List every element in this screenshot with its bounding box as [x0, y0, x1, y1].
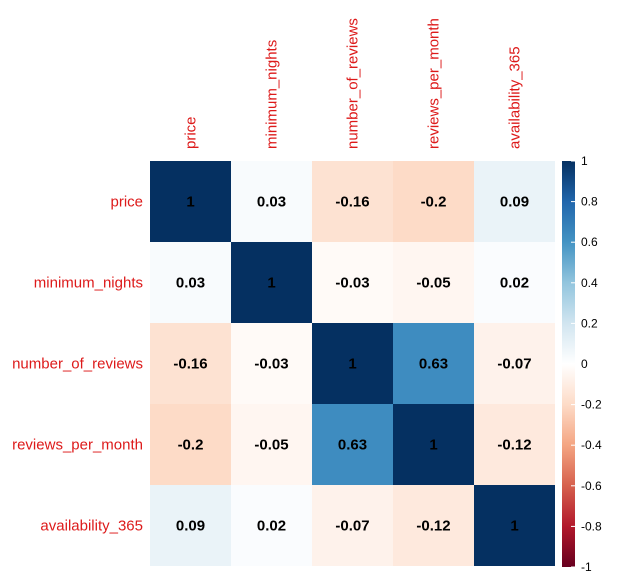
- heatmap-cell-availability-365-minimum-nights: [231, 485, 312, 566]
- colorbar-tick-label: -0.4: [581, 438, 602, 452]
- cell-value-label: 0.02: [257, 518, 286, 535]
- heatmap-cell-minimum-nights-number-of-reviews: [312, 242, 393, 323]
- heatmap-cell-reviews-per-month-minimum-nights: [231, 404, 312, 485]
- heatmap-cell-price-minimum-nights: [231, 161, 312, 242]
- column-label-availability-365: availability_365: [507, 46, 524, 149]
- cell-value-label: 0.09: [500, 194, 529, 211]
- colorbar-tick-label: -0.6: [581, 479, 602, 493]
- heatmap-cell-number-of-reviews-minimum-nights: [231, 323, 312, 404]
- cell-value-label: -0.05: [416, 275, 450, 292]
- colorbar-tick-label: 0.4: [581, 276, 598, 290]
- cell-value-label: 0.63: [338, 437, 367, 454]
- cell-value-label: 0.63: [419, 356, 448, 373]
- heatmap-cell-availability-365-reviews-per-month: [393, 485, 474, 566]
- colorbar-tick-label: 1: [581, 154, 588, 168]
- heatmap-cell-availability-365-price: [150, 485, 231, 566]
- colorbar: [562, 161, 575, 567]
- colorbar-tick-label: -1: [581, 560, 592, 574]
- heatmap-cell-price-price: [150, 161, 231, 242]
- column-label-minimum-nights: minimum_nights: [264, 40, 281, 149]
- heatmap-cell-number-of-reviews-number-of-reviews: [312, 323, 393, 404]
- cell-value-label: -0.05: [254, 437, 288, 454]
- heatmap-cell-number-of-reviews-price: [150, 323, 231, 404]
- cell-value-label: 0.02: [500, 275, 529, 292]
- heatmap-cell-price-number-of-reviews: [312, 161, 393, 242]
- cell-value-label: -0.03: [254, 356, 288, 373]
- heatmap-cell-price-reviews-per-month: [393, 161, 474, 242]
- cell-value-label: 1: [186, 194, 194, 211]
- heatmap-cell-minimum-nights-reviews-per-month: [393, 242, 474, 323]
- cell-value-label: -0.2: [178, 437, 204, 454]
- heatmap-cell-minimum-nights-price: [150, 242, 231, 323]
- row-label-reviews-per-month: reviews_per_month: [12, 437, 143, 454]
- cell-value-label: 0.09: [176, 518, 205, 535]
- row-label-number-of-reviews: number_of_reviews: [12, 356, 143, 373]
- column-label-price: price: [183, 116, 200, 149]
- cell-value-label: 0.03: [176, 275, 205, 292]
- cell-value-label: -0.16: [173, 356, 207, 373]
- heatmap-cell-minimum-nights-availability-365: [474, 242, 555, 323]
- heatmap-cell-number-of-reviews-availability-365: [474, 323, 555, 404]
- colorbar-tick-label: -0.2: [581, 398, 602, 412]
- row-label-price: price: [110, 194, 143, 211]
- colorbar-tick-label: 0.6: [581, 235, 598, 249]
- heatmap-cell-number-of-reviews-reviews-per-month: [393, 323, 474, 404]
- cell-value-label: -0.12: [497, 437, 531, 454]
- heatmap-cell-reviews-per-month-number-of-reviews: [312, 404, 393, 485]
- cell-value-label: -0.03: [335, 275, 369, 292]
- cell-value-label: -0.07: [497, 356, 531, 373]
- cell-value-label: -0.12: [416, 518, 450, 535]
- row-label-minimum-nights: minimum_nights: [34, 275, 143, 292]
- heatmap-cell-availability-365-availability-365: [474, 485, 555, 566]
- cell-value-label: -0.2: [421, 194, 447, 211]
- heatmap-cell-reviews-per-month-availability-365: [474, 404, 555, 485]
- heatmap-cell-minimum-nights-minimum-nights: [231, 242, 312, 323]
- colorbar-tick-label: -0.8: [581, 519, 602, 533]
- heatmap-cell-price-availability-365: [474, 161, 555, 242]
- cell-value-label: -0.07: [335, 518, 369, 535]
- colorbar-tick-label: 0.8: [581, 195, 598, 209]
- colorbar-tick-label: 0.2: [581, 316, 598, 330]
- column-label-reviews-per-month: reviews_per_month: [426, 18, 443, 149]
- heatmap-cell-availability-365-number-of-reviews: [312, 485, 393, 566]
- heatmap-cell-reviews-per-month-reviews-per-month: [393, 404, 474, 485]
- cell-value-label: 1: [429, 437, 437, 454]
- row-label-availability-365: availability_365: [40, 518, 143, 535]
- cell-value-label: 1: [267, 275, 275, 292]
- cell-value-label: 1: [348, 356, 356, 373]
- cell-value-label: 0.03: [257, 194, 286, 211]
- heatmap-cell-reviews-per-month-price: [150, 404, 231, 485]
- cell-value-label: -0.16: [335, 194, 369, 211]
- column-label-number-of-reviews: number_of_reviews: [345, 18, 362, 149]
- cell-value-label: 1: [510, 518, 518, 535]
- colorbar-tick-label: 0: [581, 357, 588, 371]
